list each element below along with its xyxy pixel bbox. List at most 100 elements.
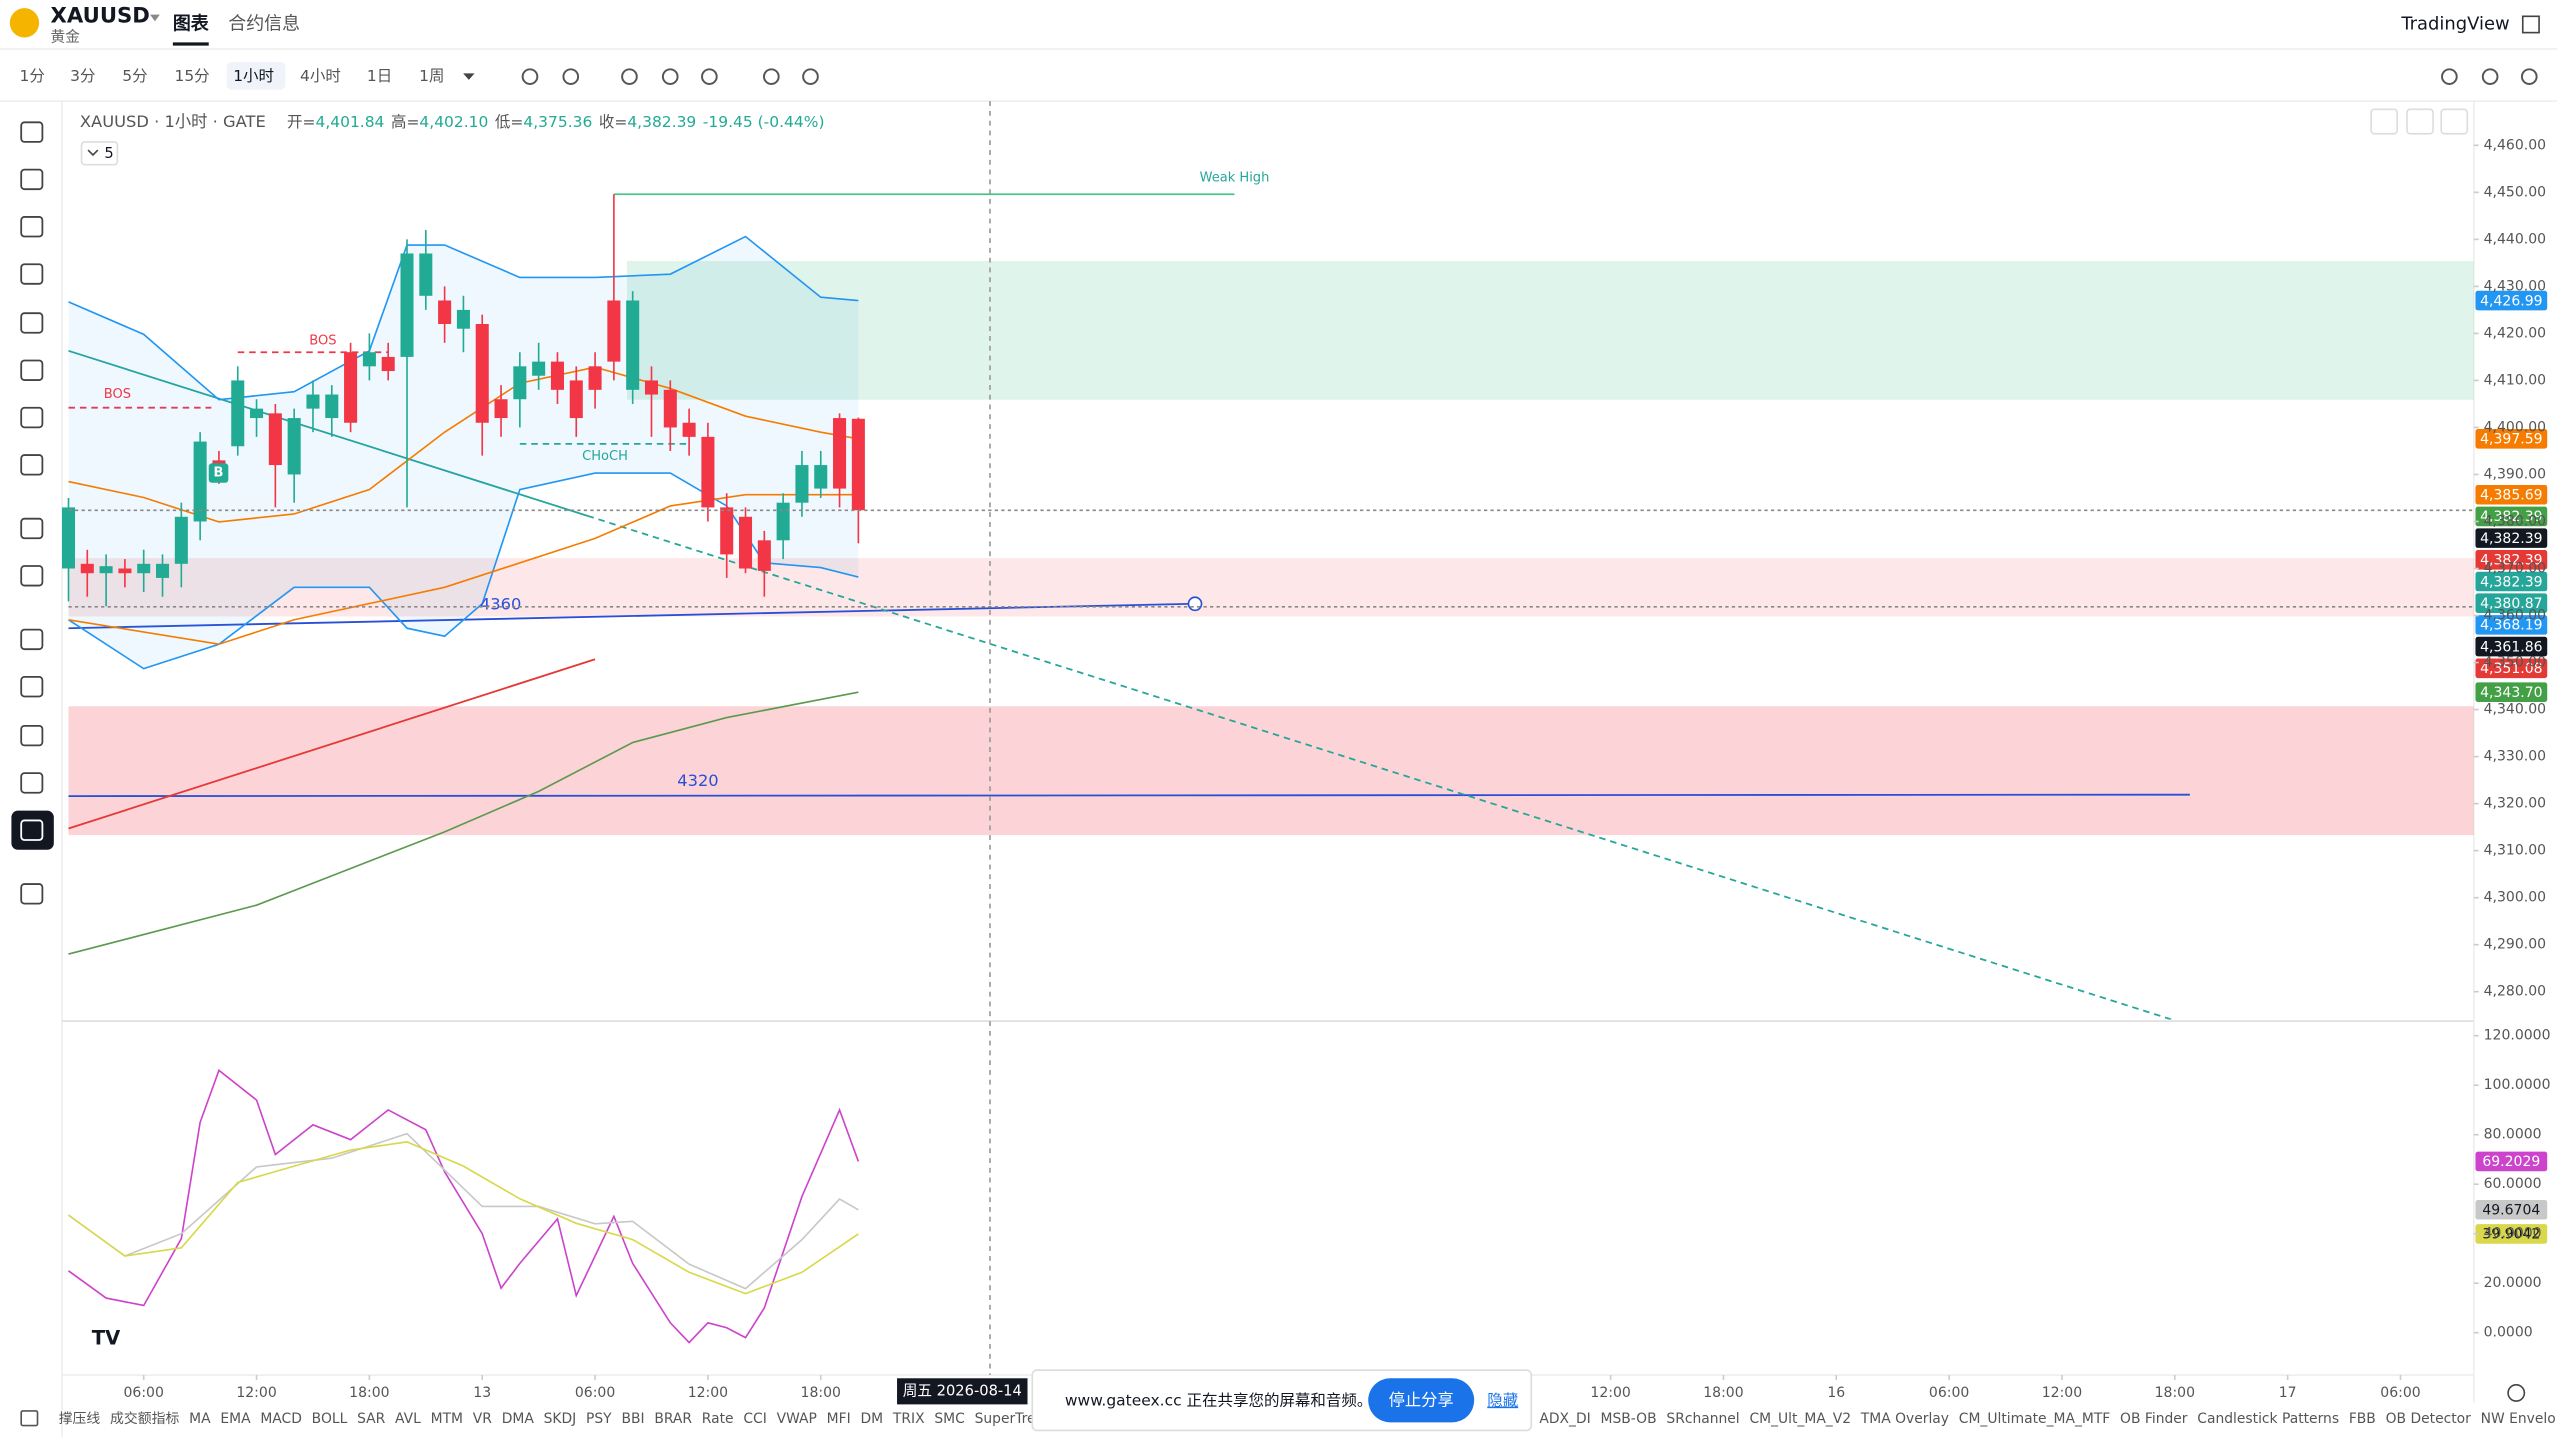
settings-icon[interactable]	[2507, 1383, 2526, 1402]
indicator-name[interactable]: SMC	[934, 1411, 964, 1427]
timeframe[interactable]: 4小时	[300, 67, 341, 85]
pane-button[interactable]	[2440, 108, 2469, 135]
crosshair-label: 周五 2026-08-14	[903, 1382, 1022, 1399]
indicator-name[interactable]: AVL	[395, 1411, 421, 1427]
timeframe[interactable]: 15分	[174, 67, 209, 85]
toolbar-icon[interactable]	[521, 68, 539, 85]
toolbar-icon[interactable]	[701, 68, 718, 85]
toolbar-icon[interactable]	[2520, 68, 2538, 85]
tool-icon[interactable]	[20, 772, 44, 794]
candle-body	[682, 422, 696, 437]
tool-icon[interactable]	[20, 676, 44, 698]
tool-icon[interactable]	[20, 628, 44, 651]
indicator-name[interactable]: CM_Ultimate_MA_MTF	[1959, 1411, 2111, 1427]
indicator-name[interactable]: 撑压线	[59, 1411, 101, 1427]
timeframe[interactable]: 1周	[419, 67, 444, 85]
indicator-name[interactable]: SRchannel	[1666, 1411, 1739, 1427]
tab[interactable]: 合约信息	[228, 13, 300, 34]
checkbox[interactable]	[2521, 15, 2540, 34]
indicator-name[interactable]: DM	[860, 1411, 883, 1427]
candle-body	[795, 465, 809, 503]
tool-icon[interactable]	[20, 312, 44, 334]
brand: TradingView	[2400, 13, 2509, 34]
collapse-button[interactable]	[80, 141, 119, 166]
indicator-name[interactable]: TMA Overlay	[1860, 1411, 1949, 1427]
symbol[interactable]: XAUUSD	[51, 2, 150, 27]
toolbar-icon[interactable]	[661, 68, 679, 85]
indicator-name[interactable]: MACD	[260, 1411, 302, 1427]
symbol-dropdown[interactable]	[150, 14, 160, 22]
price-tag	[2475, 615, 2548, 635]
indicator-name[interactable]: FBB	[2349, 1411, 2376, 1427]
indicator-name[interactable]: Rate	[702, 1411, 734, 1427]
tool-icon[interactable]	[20, 724, 44, 747]
legend-key: 开=	[287, 113, 315, 131]
toolbar-icon[interactable]	[621, 68, 638, 85]
indicator-name[interactable]: MSB-OB	[1601, 1411, 1657, 1427]
indicator-name[interactable]: 成交额指标	[110, 1410, 179, 1427]
indicator-name[interactable]: MA	[189, 1411, 211, 1427]
line-handle[interactable]	[1187, 596, 1203, 612]
indicator-name[interactable]: SAR	[357, 1411, 386, 1427]
indicator-name[interactable]: DMA	[502, 1411, 535, 1427]
price-tag-label: 4,382.39	[2480, 574, 2542, 590]
tool-icon[interactable]	[20, 517, 44, 540]
indicator-name[interactable]: MTM	[431, 1411, 463, 1427]
timeframe[interactable]: 1分	[20, 67, 45, 85]
candle-body	[400, 253, 414, 357]
toolbar-icon[interactable]	[562, 68, 580, 85]
price-tag-label: 4,397.59	[2480, 432, 2542, 448]
x-tick-label: 06:00	[2380, 1385, 2420, 1401]
tool-icon[interactable]	[20, 819, 44, 841]
indicator-name[interactable]: OB Detector	[2386, 1411, 2472, 1427]
indicator-name[interactable]: OB Finder	[2120, 1411, 2188, 1427]
indicator-name[interactable]: VWAP	[777, 1411, 817, 1427]
toolbar-icon[interactable]	[2481, 68, 2499, 85]
tool-icon[interactable]	[20, 168, 44, 191]
pane-button[interactable]	[2370, 108, 2399, 135]
indicator-name[interactable]: Candlestick Patterns	[2197, 1411, 2339, 1427]
tool-icon[interactable]	[20, 454, 44, 476]
tool-icon[interactable]	[20, 883, 44, 905]
tool-icon[interactable]	[20, 359, 44, 381]
indicator-name[interactable]: SKDJ	[544, 1411, 577, 1427]
indicator-name[interactable]: BRAR	[654, 1411, 692, 1427]
stop-button[interactable]	[1368, 1378, 1475, 1423]
toolbar-icon[interactable]	[763, 68, 780, 85]
pane-button[interactable]	[2406, 108, 2434, 135]
indicator-name[interactable]: NW Envelo	[2481, 1411, 2556, 1427]
hide-link[interactable]: 隐藏	[1487, 1392, 1518, 1410]
tool-icon[interactable]	[20, 565, 44, 587]
timeframe[interactable]: 3分	[70, 67, 95, 85]
indicator-name[interactable]: CM_Ult_MA_V2	[1749, 1411, 1851, 1427]
price-tag	[2475, 1224, 2548, 1244]
tab[interactable]: 图表	[173, 12, 209, 34]
y-tick-label: 4,420.00	[2484, 325, 2546, 341]
price-tag-label: 4,368.19	[2480, 618, 2542, 634]
candle-body	[174, 516, 188, 564]
timeframe[interactable]: 1小时	[233, 67, 274, 85]
toolbar-icon[interactable]	[802, 68, 819, 85]
indicator-name[interactable]: CCI	[743, 1411, 766, 1427]
candle-body	[814, 465, 828, 489]
indicator-name[interactable]: BOLL	[312, 1411, 348, 1427]
indicator-name[interactable]: VR	[473, 1411, 492, 1427]
indicator-name[interactable]: PSY	[586, 1411, 612, 1427]
tool-icon[interactable]	[20, 216, 44, 238]
indicator-name[interactable]: MFI	[827, 1411, 851, 1427]
tool-icon[interactable]	[20, 406, 44, 429]
bar-icon[interactable]	[20, 1410, 39, 1427]
tool-icon[interactable]	[20, 263, 44, 285]
indicator-name[interactable]: TRIX	[892, 1411, 925, 1427]
indicator-name[interactable]: BBI	[621, 1411, 644, 1427]
stop-label[interactable]: 停止分享	[1389, 1391, 1454, 1410]
timeframe[interactable]: 5分	[122, 67, 147, 85]
indicator-name[interactable]: EMA	[220, 1411, 251, 1427]
price-tag-label: 49.6704	[2482, 1203, 2540, 1219]
toolbar-icon[interactable]	[2441, 68, 2458, 85]
tool-icon[interactable]	[20, 121, 44, 143]
timeframe[interactable]: 1日	[367, 67, 392, 85]
indicator-name[interactable]: ADX_DI	[1539, 1411, 1590, 1427]
dropdown[interactable]	[463, 73, 475, 80]
